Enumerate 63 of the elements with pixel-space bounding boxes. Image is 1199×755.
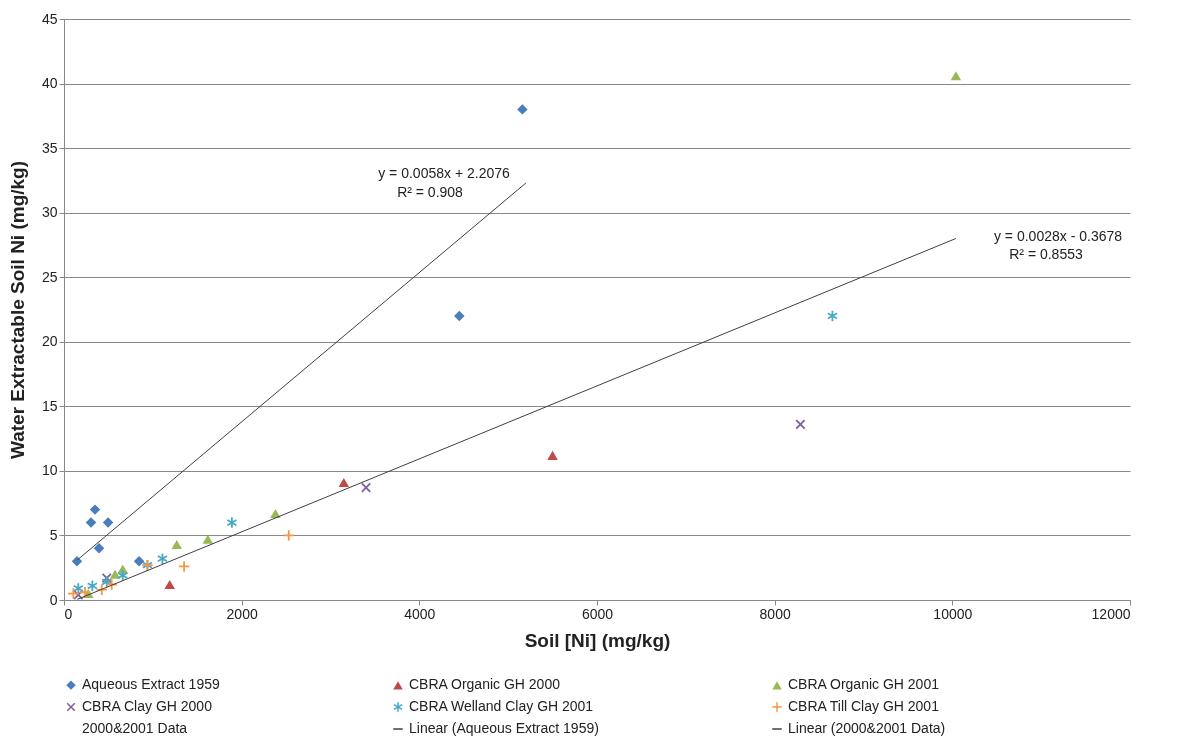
y-tick-label: 40	[41, 75, 58, 92]
y-tick-label: 30	[41, 204, 58, 221]
point	[101, 575, 113, 589]
y-tick-label: 20	[41, 333, 58, 350]
point	[226, 516, 238, 529]
point	[95, 583, 108, 596]
x-tick-label: 10000	[933, 605, 973, 622]
point	[950, 71, 962, 81]
y-axis-title: Water Extractable Soil Ni (mg/kg)	[6, 160, 28, 460]
point	[171, 539, 182, 550]
point	[177, 560, 191, 573]
legend-label: Linear (2000&2001 Data)	[788, 720, 946, 736]
legend-label: CBRA Welland Clay GH 2001	[409, 698, 594, 714]
y-tick-label: 15	[41, 397, 58, 414]
point	[795, 419, 806, 430]
x-tick-label: 12000	[1091, 605, 1131, 622]
y-tick-label: 0	[49, 591, 58, 608]
y-tick-label: 5	[49, 526, 58, 543]
point	[72, 582, 84, 595]
annotation: R² = 0.908	[397, 184, 464, 200]
point	[105, 578, 118, 591]
point	[78, 586, 92, 599]
point	[202, 534, 214, 544]
annotation: y = 0.0028x - 0.3678	[993, 228, 1123, 244]
point	[547, 450, 558, 460]
y-tick-label: 10	[41, 462, 58, 479]
point	[164, 579, 175, 590]
y-tick-label: 35	[41, 139, 58, 156]
annotation: y = 0.0058x + 2.2076	[378, 165, 510, 181]
y-tick-label: 25	[41, 268, 58, 285]
point	[282, 529, 295, 542]
point	[826, 309, 838, 323]
point	[89, 504, 101, 515]
point	[117, 569, 129, 582]
legend-label: CBRA Organic GH 2000	[409, 676, 561, 693]
point	[109, 569, 121, 579]
point	[517, 104, 528, 115]
y-tick-label: 45	[41, 10, 58, 27]
legend-label: CBRA Till Clay GH 2001	[788, 698, 940, 714]
x-tick-label: 6000	[581, 605, 614, 622]
point	[71, 556, 83, 567]
x-tick-label: 0	[64, 605, 73, 622]
point	[101, 572, 112, 584]
point	[93, 543, 105, 554]
x-tick-label: 8000	[759, 605, 791, 622]
point	[67, 587, 80, 600]
legend-label: Aqueous Extract 1959	[82, 676, 220, 693]
x-axis-title: Soil [Ni] (mg/kg)	[524, 629, 671, 651]
point	[102, 517, 114, 528]
point	[338, 477, 350, 488]
annotation: R² = 0.8553	[1009, 246, 1083, 262]
legend-label: CBRA Clay GH 2000	[82, 698, 213, 714]
text: 2000&2001 Data	[82, 720, 188, 736]
point	[454, 310, 465, 322]
point	[85, 517, 97, 528]
point	[360, 482, 372, 493]
x-tick-label: 2000	[226, 605, 258, 622]
legend-label: Linear (Aqueous Extract 1959)	[409, 720, 599, 736]
point	[156, 552, 168, 565]
point	[86, 579, 98, 592]
legend-label: CBRA Organic GH 2001	[788, 676, 940, 693]
x-tick-label: 4000	[404, 605, 436, 622]
point	[133, 556, 145, 567]
